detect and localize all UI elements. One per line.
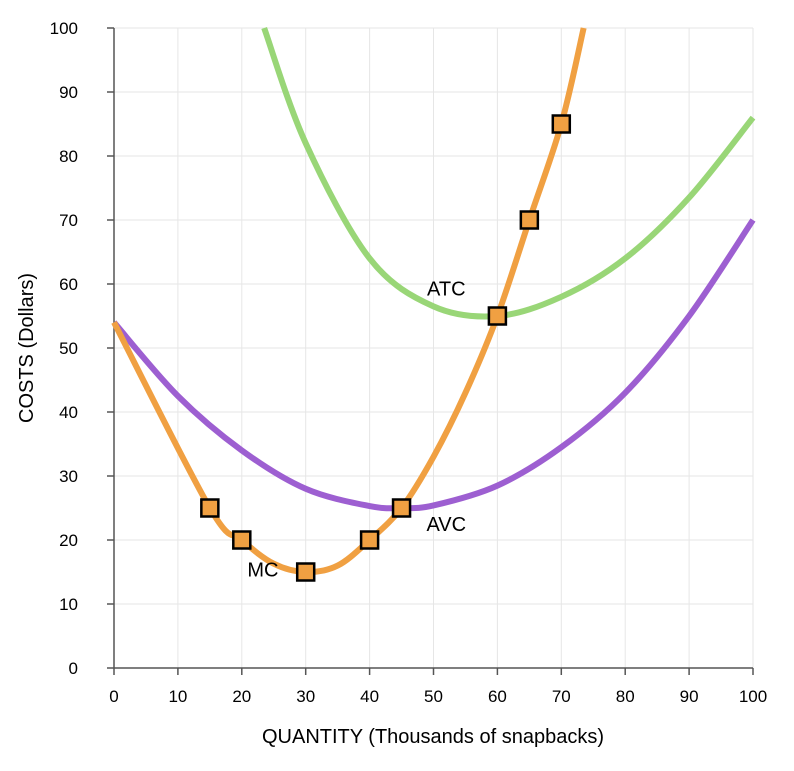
mc-point-marker-70-85 [551,114,572,134]
mc-label: MC [247,559,278,581]
x-tick-label-0: 0 [109,687,118,706]
y-tick-label-40: 40 [59,403,78,422]
y-tick-label-50: 50 [59,339,78,358]
x-tick-label-40: 40 [360,687,379,706]
y-tick-label-10: 10 [59,595,78,614]
labels: ATC AVC MC [247,279,466,582]
y-tick-label-80: 80 [59,147,78,166]
x-axis-title: QUANTITY (Thousands of snapbacks) [262,726,604,748]
mc-point-marker-30-15 [295,562,316,582]
y-tick-label-20: 20 [59,531,78,550]
x-tick-label-100: 100 [739,687,767,706]
x-tick-label-10: 10 [168,687,187,706]
y-tick-label-60: 60 [59,275,78,294]
y-axis-title: COSTS (Dollars) [16,273,38,423]
avc-label: AVC [426,514,466,536]
x-tick-label-50: 50 [424,687,443,706]
atc-curve [261,26,756,320]
y-tick-label-70: 70 [59,211,78,230]
mc-point-marker-15-25 [200,498,220,518]
mc-curve [111,27,587,576]
mc-point-marker-65-70 [519,210,540,230]
x-tick-label-60: 60 [488,687,507,706]
axes: 0 10 20 30 40 50 60 70 80 90 100 0 10 20 30 40 50 60 70 80 9… [50,19,768,706]
x-tick-label-30: 30 [296,687,315,706]
atc-label: ATC [427,279,466,301]
x-tick-label-20: 20 [232,687,251,706]
mc-point-marker-60-55 [487,306,508,326]
grid [114,27,754,668]
avc-curve [111,218,756,512]
y-tick-label-100: 100 [50,19,78,38]
markers [200,114,572,582]
x-tick-label-70: 70 [552,687,571,706]
x-tick-label-80: 80 [616,687,635,706]
y-tick-label-90: 90 [59,83,78,102]
y-tick-label-0: 0 [69,659,78,678]
mc-point-marker-45-25 [391,498,412,518]
mc-point-marker-20-20 [232,530,252,550]
x-tick-label-90: 90 [680,687,699,706]
mc-point-marker-40-20 [359,530,380,550]
y-tick-label-30: 30 [59,467,78,486]
